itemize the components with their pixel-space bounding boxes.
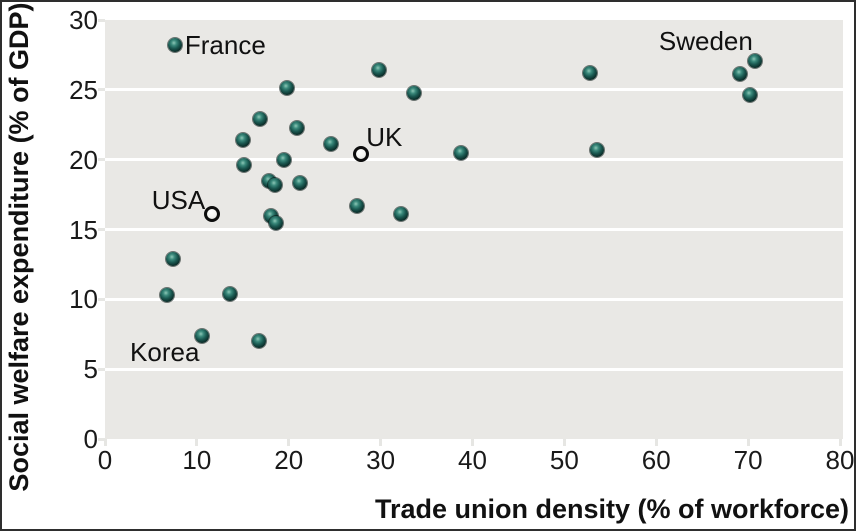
gridline-y-5 bbox=[105, 367, 843, 371]
x-tick-mark bbox=[379, 439, 383, 446]
x-tick-label: 70 bbox=[733, 445, 763, 475]
x-tick-label: 20 bbox=[274, 445, 304, 475]
x-tick-label: 50 bbox=[549, 445, 579, 475]
y-tick-label: 30 bbox=[69, 5, 98, 35]
plot-area: France Sweden UK USA Korea bbox=[98, 18, 843, 446]
data-point bbox=[167, 38, 182, 53]
data-point bbox=[349, 198, 364, 213]
x-tick-label: 30 bbox=[366, 445, 396, 475]
y-tick-label: 20 bbox=[69, 144, 98, 175]
data-point bbox=[165, 251, 180, 266]
gridline-y-10 bbox=[105, 297, 843, 301]
gridline-y-25 bbox=[105, 88, 843, 92]
y-tick-label: 5 bbox=[83, 354, 98, 385]
y-tick-mark bbox=[98, 228, 105, 231]
x-tick-mark bbox=[287, 439, 291, 446]
data-point bbox=[203, 206, 220, 223]
gridline-y-20 bbox=[105, 158, 843, 162]
x-tick-label: 80 bbox=[825, 445, 855, 475]
data-point bbox=[742, 88, 757, 103]
data-point bbox=[393, 207, 408, 222]
x-tick-mark bbox=[562, 439, 566, 446]
data-point bbox=[732, 67, 747, 82]
data-point bbox=[268, 215, 283, 230]
x-tick-mark bbox=[838, 439, 842, 446]
x-tick-mark bbox=[746, 439, 750, 446]
data-point bbox=[292, 176, 307, 191]
x-tick-mark bbox=[654, 439, 658, 446]
y-tick-mark bbox=[98, 367, 105, 371]
data-point bbox=[583, 66, 598, 81]
data-point bbox=[453, 145, 468, 160]
y-tick-mark bbox=[98, 158, 105, 162]
country-label-uk: UK bbox=[366, 122, 403, 153]
x-tick-label: 60 bbox=[641, 445, 671, 475]
data-point bbox=[195, 328, 210, 343]
x-tick-label: 40 bbox=[458, 445, 487, 475]
gridline-y-15 bbox=[105, 228, 843, 231]
y-tick-label: 10 bbox=[69, 284, 98, 315]
country-label-usa: USA bbox=[151, 185, 206, 216]
y-tick-label: 0 bbox=[83, 424, 98, 454]
data-point bbox=[235, 133, 250, 148]
y-tick-mark bbox=[98, 437, 105, 441]
y-tick-label: 25 bbox=[69, 74, 98, 105]
data-point bbox=[222, 286, 237, 301]
country-label-france: France bbox=[184, 30, 266, 61]
data-point bbox=[353, 146, 370, 163]
x-tick-label: 0 bbox=[97, 445, 113, 475]
y-tick-mark bbox=[98, 18, 105, 22]
data-point bbox=[747, 53, 762, 68]
data-point bbox=[159, 288, 174, 303]
data-point bbox=[590, 142, 605, 157]
data-point bbox=[406, 85, 421, 100]
data-point bbox=[277, 152, 292, 167]
country-label-korea: Korea bbox=[130, 337, 200, 368]
y-tick-mark bbox=[98, 297, 105, 301]
data-point bbox=[371, 63, 386, 78]
data-point bbox=[279, 81, 294, 96]
x-tick-mark bbox=[195, 439, 199, 446]
x-axis-title: Trade union density (% of workforce) bbox=[374, 494, 849, 524]
data-point bbox=[236, 158, 251, 173]
x-tick-mark bbox=[471, 439, 474, 446]
y-tick-label: 15 bbox=[69, 214, 98, 245]
y-tick-mark bbox=[98, 88, 105, 92]
data-point bbox=[267, 177, 282, 192]
data-point bbox=[252, 334, 267, 349]
data-point bbox=[290, 120, 305, 135]
data-point bbox=[253, 112, 268, 127]
country-label-sweden: Sweden bbox=[658, 25, 753, 56]
x-tick-mark bbox=[103, 439, 107, 446]
y-axis-title: Social welfare expenditure (% of GDP) bbox=[4, 2, 34, 492]
data-point bbox=[324, 137, 338, 152]
x-tick-label: 10 bbox=[182, 445, 212, 475]
